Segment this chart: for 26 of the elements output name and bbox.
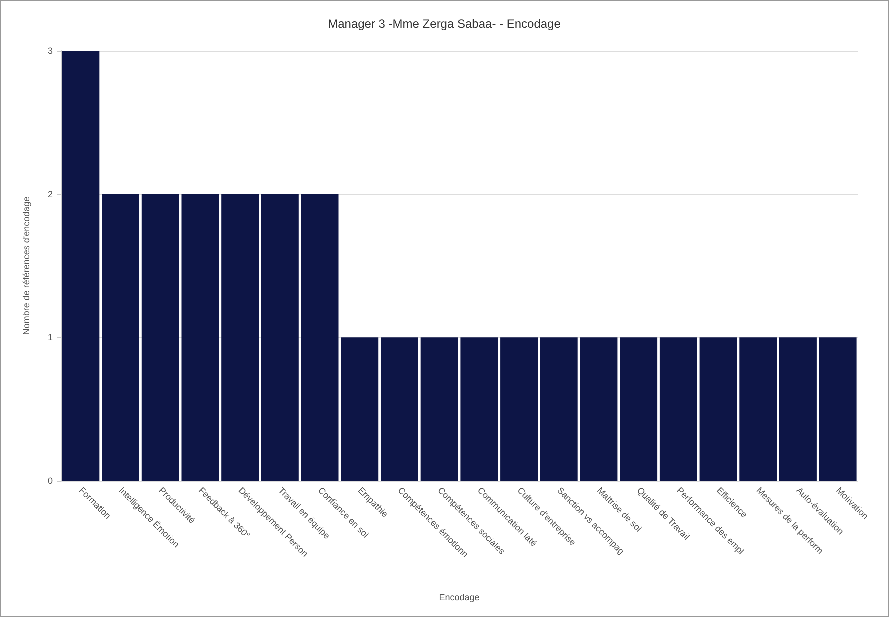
bar [580, 338, 618, 481]
bar [261, 194, 299, 481]
y-tick-label: 1 [48, 332, 53, 343]
y-axis-title: Nombre de références d'encodage [22, 196, 32, 336]
bar [380, 338, 418, 481]
bar [819, 338, 857, 481]
bar [301, 194, 339, 481]
bar [341, 338, 379, 481]
bar [700, 338, 738, 481]
x-axis-title: Encodage [439, 592, 480, 602]
bar [540, 338, 578, 481]
bar [182, 194, 220, 481]
bar [779, 338, 817, 481]
bar [740, 338, 778, 481]
bar [620, 338, 658, 481]
bar [460, 338, 498, 481]
bar [142, 194, 180, 481]
y-tick-label: 3 [48, 46, 53, 56]
bar [420, 338, 458, 481]
bar [500, 338, 538, 481]
y-tick-label: 2 [48, 189, 53, 200]
bar [660, 338, 698, 481]
chart-title: Manager 3 -Mme Zerga Sabaa- - Encodage [328, 17, 562, 31]
bar [222, 194, 260, 481]
bar [102, 194, 140, 481]
y-tick-label: 0 [48, 476, 53, 486]
